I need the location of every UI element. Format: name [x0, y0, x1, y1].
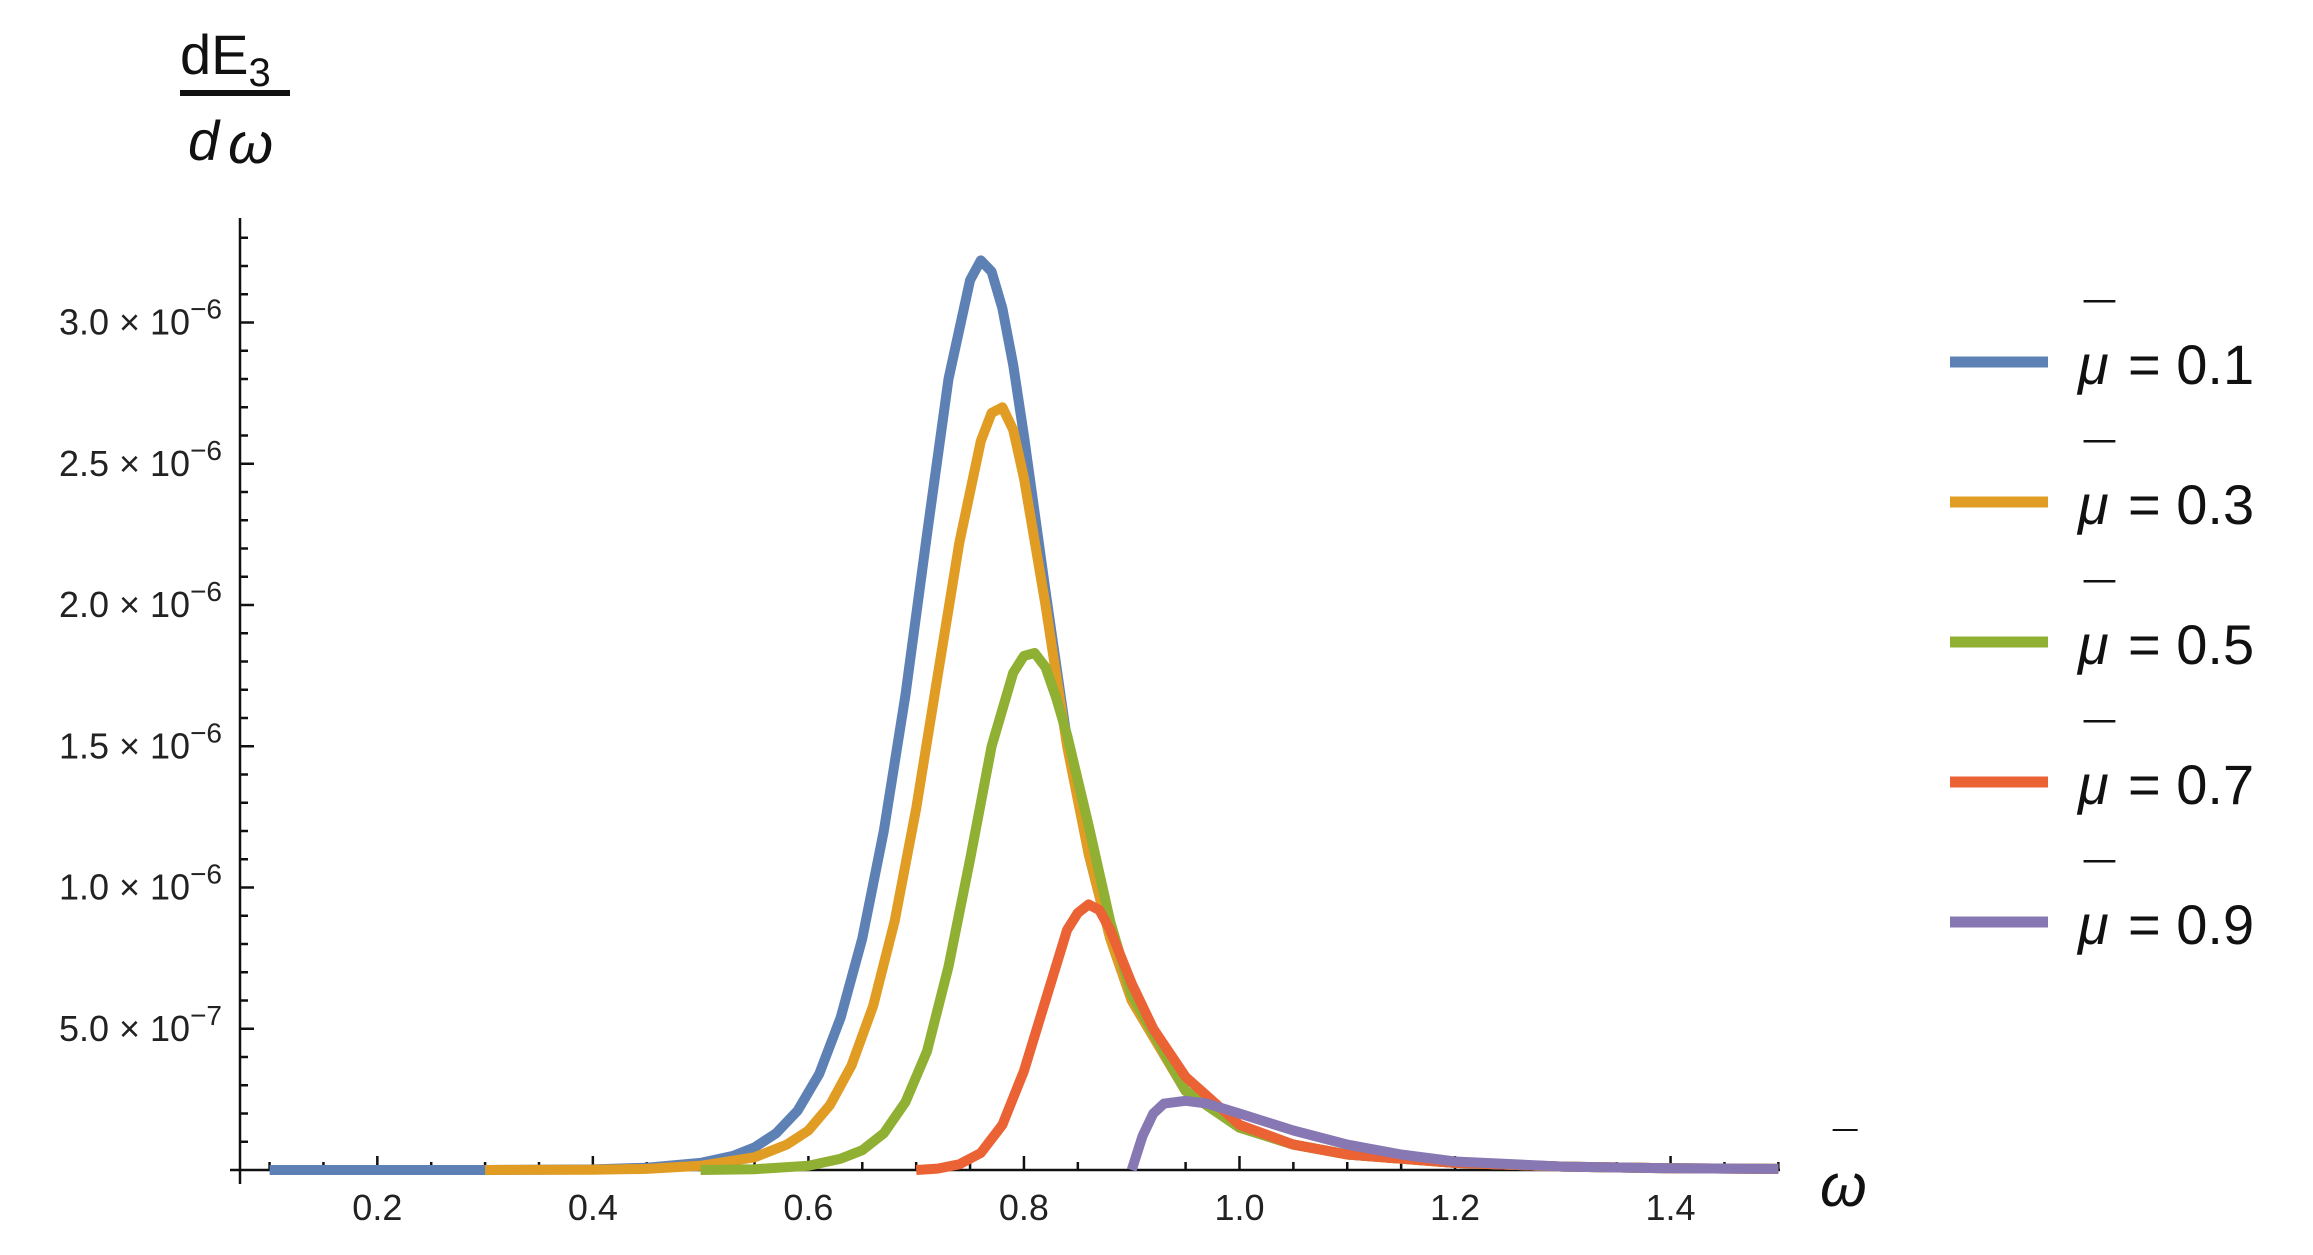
y-tick-label: 3.0 × 10−6: [59, 294, 222, 343]
x-tick-label: 1.2: [1430, 1187, 1480, 1228]
legend-mu-1: μ: [2076, 333, 2109, 396]
legend-mu-bar-2: ¯: [2083, 431, 2116, 494]
y-axis-title-numerator: dE: [180, 23, 249, 86]
y-axis-title-subscript: 3: [249, 51, 271, 95]
legend-value-4: = 0.7: [2128, 753, 2254, 816]
y-tick-label: 1.0 × 10−6: [59, 859, 222, 908]
plot-area: [269, 255, 1779, 1175]
axes: 0.2 0.4 0.6 0.8 1.0 1.2 1.4 5.0 × 10−7 1.0 × 10−…: [59, 218, 1780, 1228]
series-line-5: [1126, 1095, 1779, 1174]
series-line-3: [700, 648, 1779, 1175]
legend-mu-5: μ: [2076, 893, 2109, 956]
x-axis-title: ω ¯: [1820, 1123, 1867, 1219]
legend-mu-3: μ: [2076, 613, 2109, 676]
x-tick-label: 0.8: [999, 1187, 1049, 1228]
y-tick-label: 2.5 × 10−6: [59, 435, 222, 484]
y-tick-label: 1.5 × 10−6: [59, 717, 222, 766]
y-axis-title-omega: ω: [228, 111, 273, 176]
svg-text:dE3: dE3: [180, 23, 271, 95]
legend-mu-4: μ: [2076, 753, 2109, 816]
series-line-1: [269, 255, 1779, 1175]
legend-mu-bar-4: ¯: [2083, 711, 2116, 774]
y-axis-title: dE3 d ω ¯: [180, 23, 290, 176]
y-axis-title-omega-bar: ¯: [237, 87, 261, 131]
series-line-4: [915, 899, 1779, 1175]
y-tick-label: 2.0 × 10−6: [59, 576, 222, 625]
legend: μ¯= 0.1μ¯= 0.3μ¯= 0.5μ¯= 0.7μ¯= 0.9: [1950, 291, 2254, 956]
y-axis-title-denominator-d: d: [188, 109, 221, 172]
y-tick-label: 5.0 × 10−7: [59, 1000, 222, 1049]
x-axis-title-omega: ω: [1820, 1152, 1867, 1219]
x-tick-label: 0.6: [783, 1187, 833, 1228]
legend-mu-2: μ: [2076, 473, 2109, 536]
series-line-2: [485, 402, 1779, 1175]
legend-mu-bar-5: ¯: [2083, 851, 2116, 914]
x-tick-label: 0.2: [352, 1187, 402, 1228]
x-tick-label: 1.0: [1214, 1187, 1264, 1228]
legend-value-1: = 0.1: [2128, 333, 2254, 396]
legend-mu-bar-1: ¯: [2083, 291, 2116, 354]
legend-value-5: = 0.9: [2128, 893, 2254, 956]
x-tick-label: 0.4: [568, 1187, 618, 1228]
legend-value-3: = 0.5: [2128, 613, 2254, 676]
x-tick-label: 1.4: [1646, 1187, 1696, 1228]
x-axis-title-omega-bar: ¯: [1832, 1123, 1858, 1172]
legend-mu-bar-3: ¯: [2083, 571, 2116, 634]
legend-value-2: = 0.3: [2128, 473, 2254, 536]
